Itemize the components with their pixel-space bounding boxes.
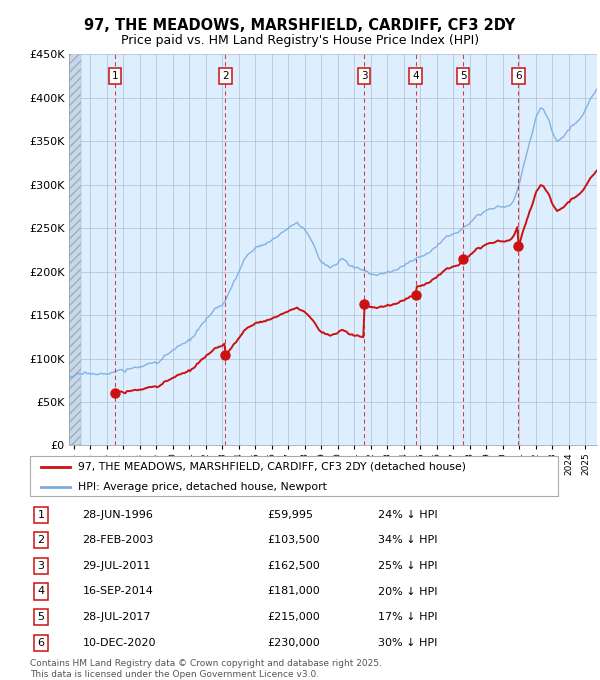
Text: £230,000: £230,000 bbox=[268, 638, 320, 648]
Text: 1: 1 bbox=[38, 509, 44, 520]
Text: 5: 5 bbox=[38, 612, 44, 622]
Text: 3: 3 bbox=[38, 561, 44, 571]
Text: 1: 1 bbox=[112, 71, 118, 81]
Text: 4: 4 bbox=[37, 586, 44, 596]
Text: 30% ↓ HPI: 30% ↓ HPI bbox=[378, 638, 437, 648]
Text: 3: 3 bbox=[361, 71, 367, 81]
Text: 2: 2 bbox=[222, 71, 229, 81]
Text: £59,995: £59,995 bbox=[268, 509, 313, 520]
Text: 16-SEP-2014: 16-SEP-2014 bbox=[82, 586, 154, 596]
Text: 97, THE MEADOWS, MARSHFIELD, CARDIFF, CF3 2DY (detached house): 97, THE MEADOWS, MARSHFIELD, CARDIFF, CF… bbox=[77, 462, 466, 472]
Text: 17% ↓ HPI: 17% ↓ HPI bbox=[378, 612, 437, 622]
Text: 10-DEC-2020: 10-DEC-2020 bbox=[82, 638, 156, 648]
FancyBboxPatch shape bbox=[30, 456, 558, 496]
Text: £162,500: £162,500 bbox=[268, 561, 320, 571]
Text: 28-JUN-1996: 28-JUN-1996 bbox=[82, 509, 154, 520]
Text: Contains HM Land Registry data © Crown copyright and database right 2025.
This d: Contains HM Land Registry data © Crown c… bbox=[30, 659, 382, 679]
Text: 34% ↓ HPI: 34% ↓ HPI bbox=[378, 535, 437, 545]
Text: 28-FEB-2003: 28-FEB-2003 bbox=[82, 535, 154, 545]
Text: £181,000: £181,000 bbox=[268, 586, 320, 596]
Text: £215,000: £215,000 bbox=[268, 612, 320, 622]
Text: 6: 6 bbox=[38, 638, 44, 648]
Text: 24% ↓ HPI: 24% ↓ HPI bbox=[378, 509, 437, 520]
Text: 4: 4 bbox=[412, 71, 419, 81]
Text: 6: 6 bbox=[515, 71, 522, 81]
Text: £103,500: £103,500 bbox=[268, 535, 320, 545]
Text: 20% ↓ HPI: 20% ↓ HPI bbox=[378, 586, 437, 596]
Text: 5: 5 bbox=[460, 71, 466, 81]
Text: 2: 2 bbox=[37, 535, 44, 545]
Polygon shape bbox=[69, 54, 80, 445]
Text: 25% ↓ HPI: 25% ↓ HPI bbox=[378, 561, 437, 571]
Text: 29-JUL-2011: 29-JUL-2011 bbox=[82, 561, 151, 571]
Text: Price paid vs. HM Land Registry's House Price Index (HPI): Price paid vs. HM Land Registry's House … bbox=[121, 34, 479, 47]
Text: 28-JUL-2017: 28-JUL-2017 bbox=[82, 612, 151, 622]
Text: HPI: Average price, detached house, Newport: HPI: Average price, detached house, Newp… bbox=[77, 482, 326, 492]
Text: 97, THE MEADOWS, MARSHFIELD, CARDIFF, CF3 2DY: 97, THE MEADOWS, MARSHFIELD, CARDIFF, CF… bbox=[85, 18, 515, 33]
